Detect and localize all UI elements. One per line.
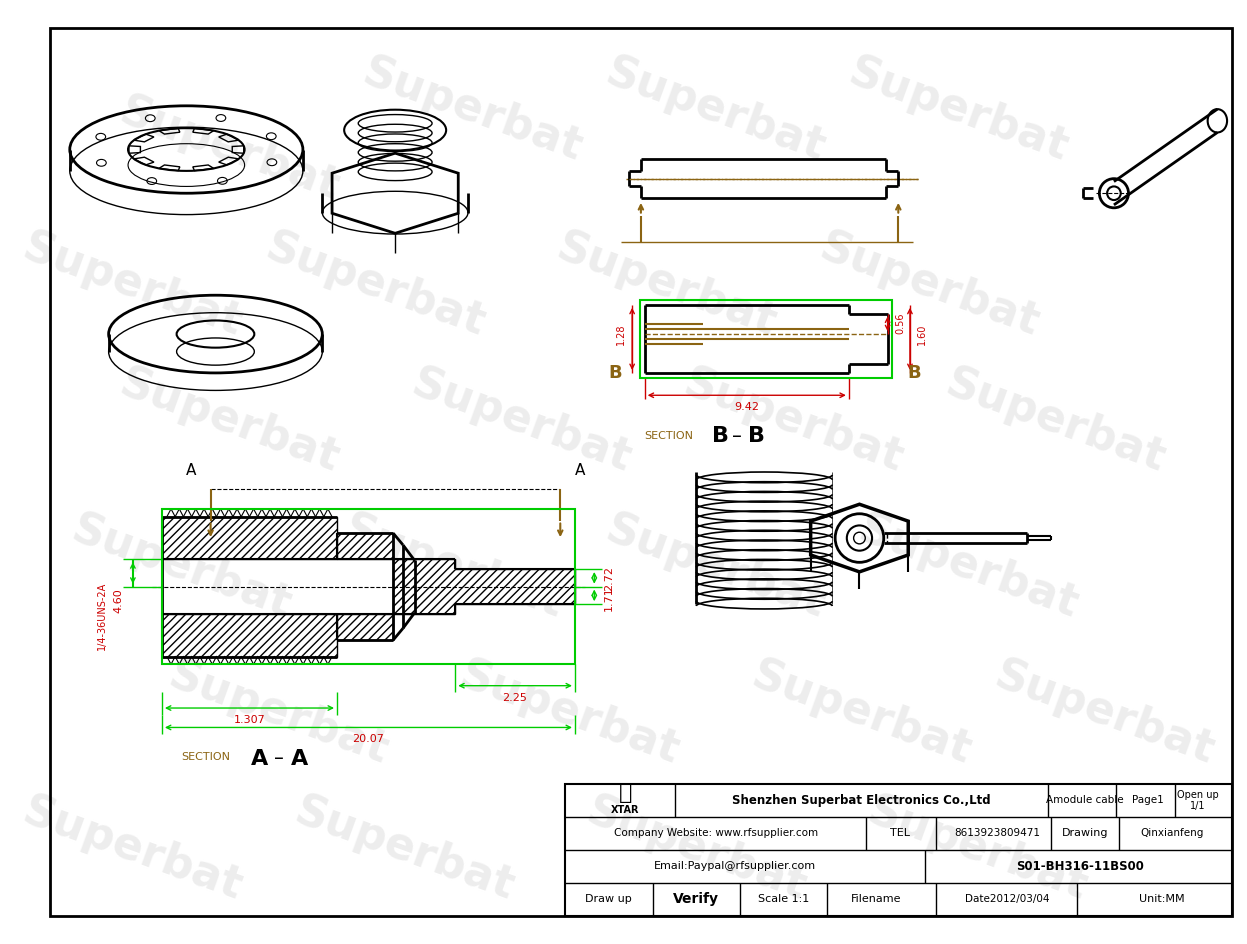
Text: Superbat: Superbat xyxy=(357,51,589,170)
Text: 4.60: 4.60 xyxy=(113,588,123,613)
Text: Superbat: Superbat xyxy=(600,51,832,170)
Text: Superbat: Superbat xyxy=(551,226,783,346)
Text: 1.28: 1.28 xyxy=(616,324,626,345)
Text: Qinxianfeng: Qinxianfeng xyxy=(1141,828,1203,838)
Polygon shape xyxy=(162,516,337,560)
Polygon shape xyxy=(162,614,337,656)
Text: Ⓧ: Ⓧ xyxy=(619,783,632,802)
Text: Page1: Page1 xyxy=(1132,795,1163,805)
Bar xyxy=(640,300,893,378)
Text: Superbat: Superbat xyxy=(17,789,249,908)
Text: Superbat: Superbat xyxy=(289,789,521,908)
Text: Superbat: Superbat xyxy=(677,362,909,481)
Text: 20.07: 20.07 xyxy=(352,734,384,744)
Text: 1/4-36UNS-2A: 1/4-36UNS-2A xyxy=(97,582,107,649)
Text: 1.307: 1.307 xyxy=(233,715,266,725)
Text: S01-BH316-11BS00: S01-BH316-11BS00 xyxy=(1016,860,1143,873)
Text: B: B xyxy=(748,426,764,447)
Text: 8613923809471: 8613923809471 xyxy=(954,828,1040,838)
Text: TEL: TEL xyxy=(890,828,910,838)
Text: XTAR: XTAR xyxy=(611,805,640,815)
Text: Superbat: Superbat xyxy=(853,508,1084,627)
Text: 1.71: 1.71 xyxy=(604,586,614,611)
Text: Verify: Verify xyxy=(673,892,720,906)
Text: 1.60: 1.60 xyxy=(917,324,927,345)
Text: Open up
1/1: Open up 1/1 xyxy=(1177,789,1218,811)
Text: 2.72: 2.72 xyxy=(604,566,614,591)
Text: A: A xyxy=(575,463,585,478)
Text: Superbat: Superbat xyxy=(843,51,1075,170)
Text: Draw up: Draw up xyxy=(586,894,632,904)
Text: –: – xyxy=(273,749,283,768)
Text: Unit:MM: Unit:MM xyxy=(1139,894,1185,904)
Text: 9.42: 9.42 xyxy=(734,402,759,412)
Text: Shenzhen Superbat Electronics Co.,Ltd: Shenzhen Superbat Electronics Co.,Ltd xyxy=(732,794,990,807)
Text: B: B xyxy=(712,426,729,447)
Text: Email:Paypal@rfsupplier.com: Email:Paypal@rfsupplier.com xyxy=(655,861,817,871)
Text: A: A xyxy=(251,749,268,768)
Text: SECTION: SECTION xyxy=(645,431,693,441)
Text: Superbat: Superbat xyxy=(405,362,637,481)
Text: Superbat: Superbat xyxy=(940,362,1171,481)
Bar xyxy=(162,509,575,665)
Text: Scale 1:1: Scale 1:1 xyxy=(758,894,809,904)
Text: Superbat: Superbat xyxy=(115,362,345,481)
Polygon shape xyxy=(337,533,393,560)
Text: –: – xyxy=(732,427,742,446)
Text: A: A xyxy=(186,463,196,478)
Text: Superbat: Superbat xyxy=(338,508,570,627)
Text: Date2012/03/04: Date2012/03/04 xyxy=(965,894,1049,904)
Text: B: B xyxy=(609,364,622,382)
Text: Superbat: Superbat xyxy=(115,90,345,210)
Text: Superbat: Superbat xyxy=(580,789,812,908)
Text: B: B xyxy=(907,364,920,382)
Text: Superbat: Superbat xyxy=(746,653,978,772)
Text: Superbat: Superbat xyxy=(600,508,832,627)
Text: Superbat: Superbat xyxy=(17,226,249,346)
Text: Superbat: Superbat xyxy=(813,226,1045,346)
Polygon shape xyxy=(337,614,393,640)
Text: Filename: Filename xyxy=(850,894,902,904)
Text: Superbat: Superbat xyxy=(162,653,394,772)
Text: 0.56: 0.56 xyxy=(895,312,905,334)
Text: A: A xyxy=(292,749,308,768)
Text: Company Website: www.rfsupplier.com: Company Website: www.rfsupplier.com xyxy=(614,828,818,838)
Text: Superbat: Superbat xyxy=(66,508,297,627)
Text: Superbat: Superbat xyxy=(259,226,491,346)
Text: Drawing: Drawing xyxy=(1061,828,1109,838)
Text: Superbat: Superbat xyxy=(454,653,686,772)
Bar xyxy=(565,784,1232,916)
Polygon shape xyxy=(393,560,575,614)
Text: SECTION: SECTION xyxy=(181,751,231,762)
Text: 2.25: 2.25 xyxy=(503,693,527,703)
Text: Amodule cable: Amodule cable xyxy=(1046,795,1124,805)
Text: Superbat: Superbat xyxy=(862,789,1094,908)
Text: Superbat: Superbat xyxy=(989,653,1220,772)
